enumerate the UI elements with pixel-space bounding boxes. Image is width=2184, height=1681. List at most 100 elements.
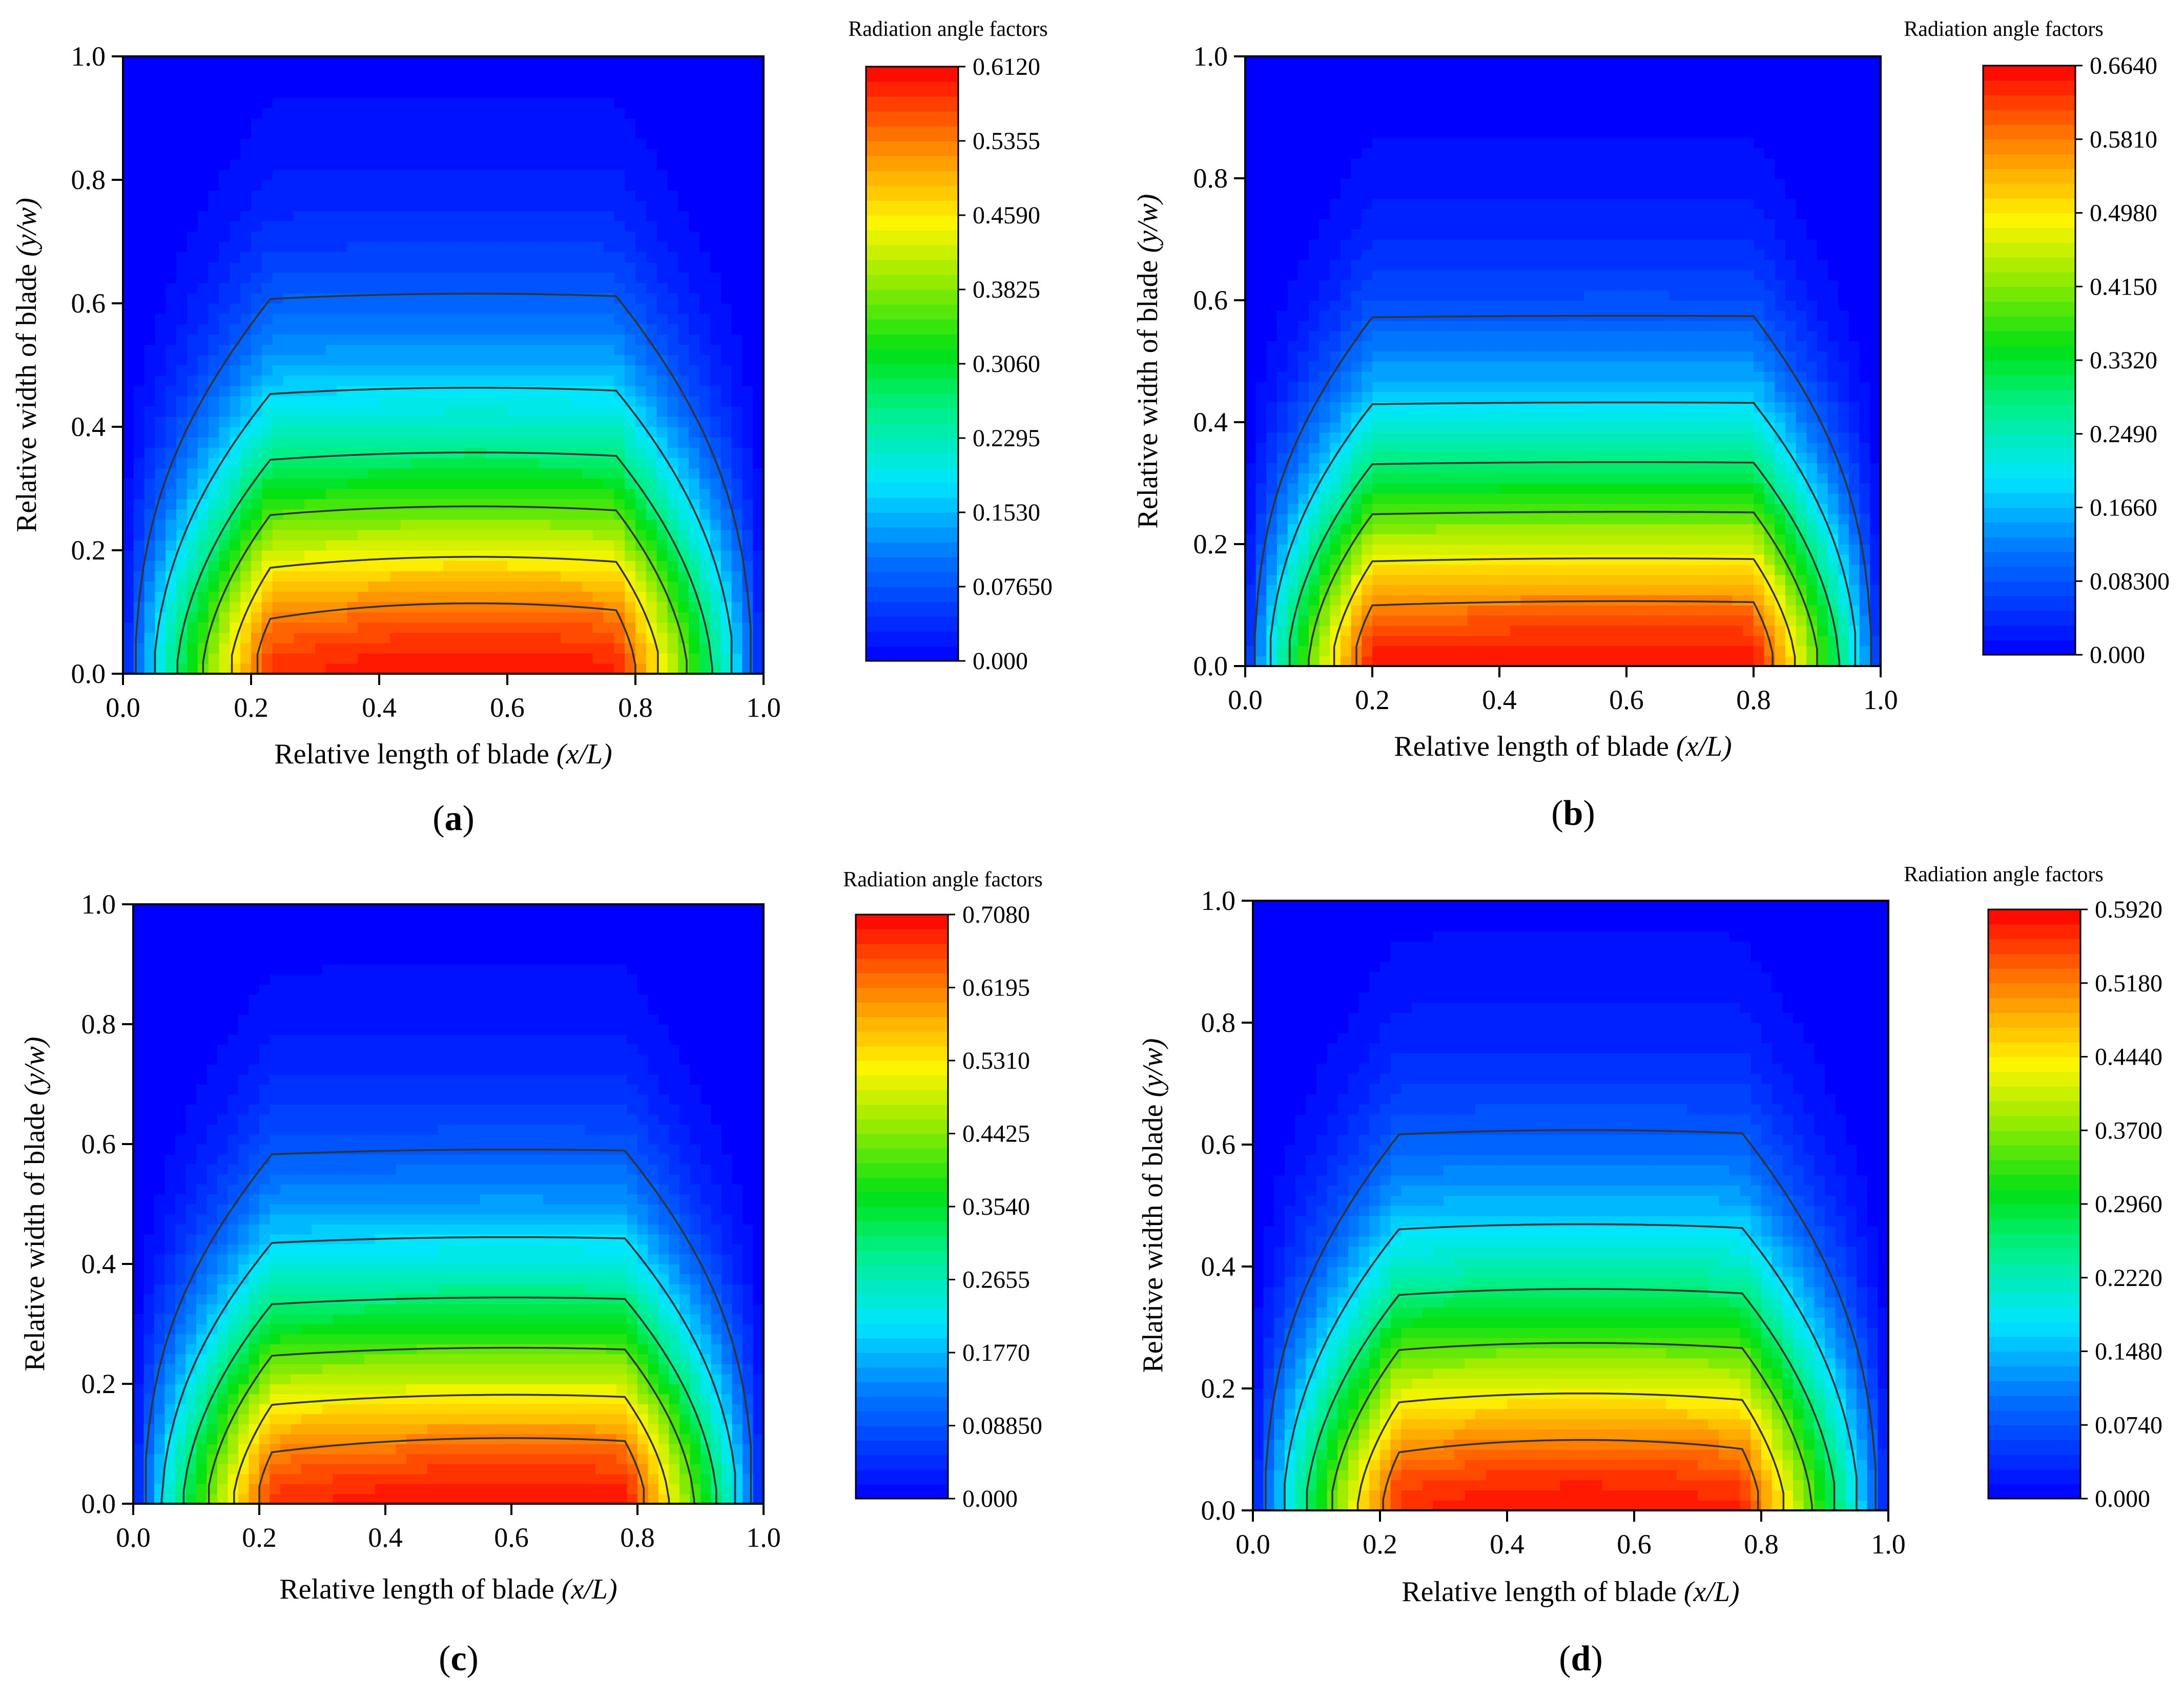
heatmap-cell [176, 314, 188, 324]
heatmap-cell [368, 581, 380, 592]
heatmap-cell [1277, 605, 1288, 616]
heatmap-cell [1309, 56, 1320, 67]
heatmap-cell [1414, 300, 1426, 311]
heatmap-cell [646, 539, 657, 551]
heatmap-cell [144, 118, 156, 129]
heatmap-cell [315, 303, 326, 314]
heatmap-cell [432, 468, 444, 479]
heatmap-cell [528, 396, 540, 407]
heatmap-cell [230, 324, 241, 335]
heatmap-cell [1404, 442, 1415, 453]
heatmap-cell [614, 262, 625, 273]
heatmap-cell [240, 159, 252, 170]
heatmap-cell [240, 97, 252, 109]
heatmap-cell [261, 375, 273, 386]
heatmap-cell [315, 550, 326, 561]
heatmap-cell [422, 632, 433, 644]
heatmap-cell [1446, 56, 1458, 67]
heatmap-cell [753, 622, 764, 633]
heatmap-cell [1309, 452, 1320, 464]
heatmap-cell [1362, 595, 1373, 606]
heatmap-cell [1372, 188, 1384, 199]
heatmap-cell [731, 180, 743, 191]
heatmap-cell [1372, 605, 1384, 616]
heatmap-cell [197, 97, 209, 109]
heatmap-cell [539, 87, 551, 98]
heatmap-cell [219, 334, 231, 345]
heatmap-cell [1298, 432, 1309, 443]
heatmap-cell [486, 622, 497, 633]
heatmap-cell [1404, 198, 1415, 210]
heatmap-cell [144, 365, 156, 376]
heatmap-cell [528, 252, 540, 263]
heatmap-cell [1383, 310, 1394, 321]
heatmap-cell [539, 324, 551, 335]
heatmap-cell [507, 550, 519, 561]
heatmap-cell [561, 67, 572, 77]
heatmap-cell [539, 561, 551, 571]
heatmap-cell [1341, 534, 1352, 545]
heatmap-cell [507, 519, 519, 530]
heatmap-cell [625, 282, 636, 294]
heatmap-cell [1351, 361, 1363, 372]
heatmap-cell [144, 272, 156, 283]
heatmap-cell [133, 355, 145, 366]
heatmap-cell [1393, 635, 1405, 647]
heatmap-cell [550, 324, 561, 335]
heatmap-cell [550, 56, 561, 67]
heatmap-cell [1277, 351, 1288, 362]
heatmap-cell [283, 406, 295, 417]
heatmap-cell [411, 396, 423, 407]
heatmap-cell [230, 550, 241, 561]
heatmap-cell [219, 488, 231, 500]
heatmap-cell [230, 56, 241, 67]
heatmap-cell [1383, 56, 1394, 67]
heatmap-cell [1446, 168, 1458, 179]
heatmap-cell [144, 355, 156, 366]
heatmap-cell [315, 56, 326, 67]
heatmap-cell [1287, 178, 1299, 189]
heatmap-cell [1309, 513, 1320, 525]
heatmap-cell [347, 149, 359, 160]
heatmap-cell [571, 571, 583, 582]
heatmap-cell [1446, 341, 1458, 351]
heatmap-cell [550, 303, 561, 314]
heatmap-cell [443, 427, 455, 438]
colorbar-band [866, 616, 958, 632]
heatmap-cell [1383, 239, 1394, 250]
heatmap-cell [1245, 513, 1256, 525]
heatmap-cell [197, 539, 209, 551]
heatmap-cell [507, 355, 519, 366]
heatmap-cell [1414, 97, 1426, 108]
heatmap-cell [1298, 107, 1309, 118]
heatmap-cell [1404, 381, 1415, 392]
heatmap-cell [1255, 463, 1267, 473]
heatmap-cell [358, 488, 369, 500]
heatmap-cell [742, 427, 753, 438]
heatmap-cell [667, 509, 679, 520]
heatmap-cell [294, 252, 305, 263]
heatmap-cell [592, 571, 604, 582]
heatmap-cell [155, 663, 167, 674]
heatmap-cell [230, 159, 241, 170]
heatmap-cell [304, 499, 316, 510]
heatmap-cell [368, 324, 380, 335]
heatmap-cell [678, 581, 689, 592]
heatmap-cell [582, 458, 593, 469]
heatmap-cell [518, 128, 529, 139]
heatmap-cell [678, 282, 689, 294]
heatmap-cell [155, 344, 167, 356]
heatmap-cell [1298, 635, 1309, 647]
heatmap-cell [155, 385, 167, 397]
heatmap-cell [1351, 442, 1363, 453]
heatmap-cell [550, 519, 561, 530]
heatmap-cell [325, 591, 337, 603]
heatmap-cell [1425, 158, 1436, 169]
heatmap-cell [1414, 524, 1426, 534]
heatmap-cell [1298, 239, 1309, 250]
heatmap-cell [1383, 168, 1394, 179]
heatmap-cell [1298, 66, 1309, 77]
heatmap-cell [1383, 585, 1394, 595]
heatmap-cell [347, 262, 359, 273]
heatmap-cell [197, 56, 209, 67]
